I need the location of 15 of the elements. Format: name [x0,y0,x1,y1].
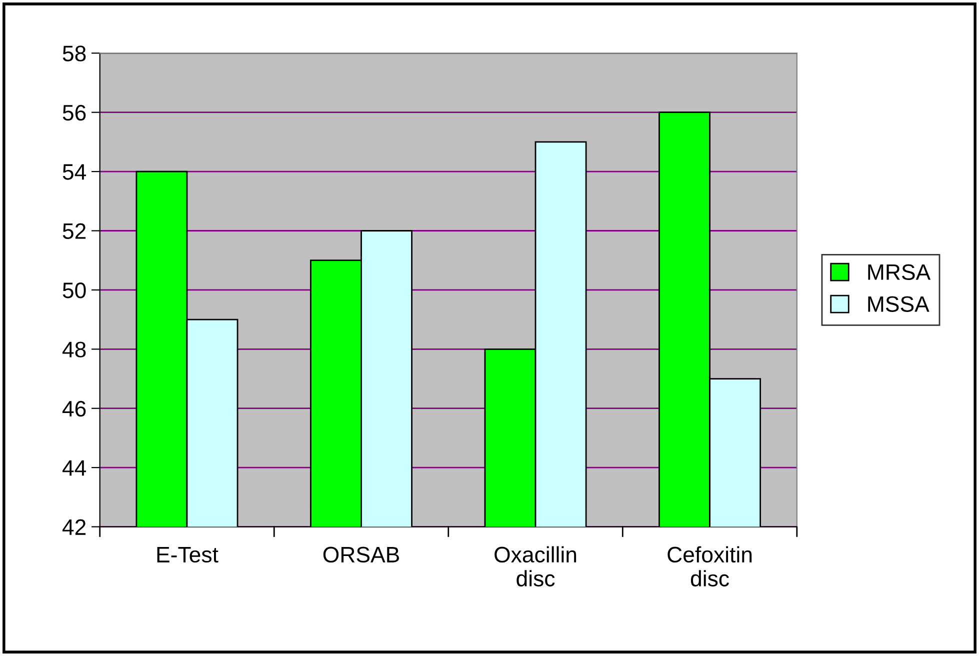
y-tick-label: 52 [62,223,86,240]
x-tick-label: ORSAB [323,546,399,563]
y-tick-label: 48 [62,342,86,358]
y-tick-label: 46 [62,400,86,417]
y-tick-label: 56 [62,104,86,121]
x-tick-label: E-Test [157,547,218,563]
y-tick-label: 42 [62,519,86,535]
legend-label: MRSA [868,264,931,280]
y-tick-label: 54 [62,164,86,180]
x-tick-label: Cefoxitin disc [668,546,752,586]
legend-label: MSSA [868,296,930,312]
y-tick-label: 44 [62,460,86,476]
y-tick-label: 50 [62,282,86,298]
y-tick-label: 58 [62,46,86,62]
x-tick-label: Oxacillin disc [494,546,576,586]
